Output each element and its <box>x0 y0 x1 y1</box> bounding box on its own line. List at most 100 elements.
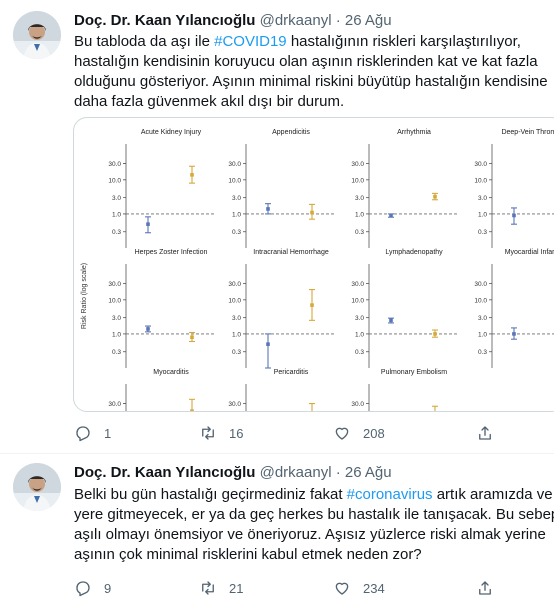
tick-label: 10.0 <box>108 297 121 304</box>
vaccine-point <box>389 213 393 218</box>
tick-label: 1.0 <box>355 211 364 218</box>
vaccine-point <box>266 207 270 211</box>
vaccine-point <box>512 332 516 336</box>
author-handle[interactable]: @drkaanyl <box>259 464 332 481</box>
infection-point <box>190 335 194 340</box>
tick-label: 3.0 <box>112 195 121 202</box>
hashtag-link[interactable]: #COVID19 <box>214 33 287 50</box>
tweet-divider <box>0 453 554 454</box>
tick-label: 30.0 <box>228 401 241 408</box>
share-button[interactable] <box>476 578 506 598</box>
tweet-date[interactable]: 26 Ağu <box>344 12 392 29</box>
avatar-image <box>13 463 61 511</box>
panel-title: Intracranial Hemorrhage <box>253 249 329 256</box>
panel-title: Deep-Vein Thrombosis <box>501 129 554 136</box>
text-segment: artık aramızda ve bir <box>436 486 553 503</box>
tick-label: 0.3 <box>355 349 364 356</box>
panel-title: Arrhythmia <box>397 129 431 136</box>
panel-title: Acute Kidney Injury <box>141 129 202 136</box>
retweet-count: 21 <box>229 580 244 596</box>
text-line: hastalığın kendisinin koruyucu olan aşın… <box>74 53 538 70</box>
share-button[interactable] <box>476 423 506 443</box>
tick-label: 0.3 <box>232 349 241 356</box>
like-count: 234 <box>363 580 385 596</box>
tick-label: 30.0 <box>351 401 364 408</box>
tweet-text: Belki bu gün hastalığı geçirmediniz faka… <box>74 485 554 565</box>
tick-label: 10.0 <box>474 297 487 304</box>
avatar-image <box>13 11 61 59</box>
retweet-icon <box>202 426 214 440</box>
tick-label: 3.0 <box>478 315 487 322</box>
tick-label: 0.3 <box>478 229 487 236</box>
panel-title: Pulmonary Embolism <box>381 369 447 376</box>
author-name[interactable]: Doç. Dr. Kaan Yılancıoğlu <box>74 12 256 29</box>
share-icon <box>479 426 491 440</box>
tick-label: 30.0 <box>228 281 241 288</box>
retweet-count: 16 <box>229 425 244 441</box>
retweet-button[interactable]: 21 <box>199 578 243 598</box>
heart-icon <box>335 582 349 595</box>
vaccine-point <box>266 342 270 346</box>
tick-label: 10.0 <box>228 297 241 304</box>
text-line: aşılı olmayı önemsiyor ve öneriyoruz. Aş… <box>74 526 546 543</box>
text-line: daha fazla güvenmek akıl dışı bir durum. <box>74 93 345 110</box>
tick-label: 1.0 <box>112 211 121 218</box>
tick-label: 30.0 <box>351 161 364 168</box>
risk-ratio-figure: Risk Ratio (log scale) Acute Kidney Injur… <box>81 129 554 411</box>
tick-label: 3.0 <box>232 315 241 322</box>
author-handle[interactable]: @drkaanyl <box>259 12 332 29</box>
infection-point <box>433 194 437 199</box>
tick-label: 10.0 <box>228 177 241 184</box>
panel-title: Lymphadenopathy <box>385 249 443 256</box>
tick-label: 3.0 <box>232 195 241 202</box>
text-line: aşının çok minimal risklerini kabul etme… <box>74 546 422 563</box>
like-button[interactable]: 234 <box>333 578 385 598</box>
avatar[interactable] <box>13 463 61 511</box>
panel-title: Pericarditis <box>274 369 309 376</box>
tick-label: 0.3 <box>478 349 487 356</box>
reply-count: 1 <box>104 425 112 441</box>
tick-label: 3.0 <box>355 315 364 322</box>
tick-label: 10.0 <box>351 297 364 304</box>
retweet-icon <box>202 581 214 595</box>
text-line: olduğunu gösteriyor. Aşının minimal risk… <box>74 73 548 90</box>
tick-label: 0.3 <box>232 229 241 236</box>
panel-title: Myocardial Infarction <box>505 249 554 256</box>
tick-label: 10.0 <box>351 177 364 184</box>
panel-title: Myocarditis <box>153 369 189 376</box>
author-name[interactable]: Doç. Dr. Kaan Yılancıoğlu <box>74 464 256 481</box>
share-icon <box>479 581 491 595</box>
heart-icon <box>335 427 349 440</box>
vaccine-point <box>512 213 516 218</box>
reply-icon <box>76 581 90 597</box>
tweet-date[interactable]: 26 Ağu <box>344 464 392 481</box>
text-segment: hastalığının riskleri karşılaştırılıyor, <box>286 33 521 50</box>
tick-label: 30.0 <box>228 161 241 168</box>
avatar[interactable] <box>13 11 61 59</box>
tick-label: 10.0 <box>474 177 487 184</box>
tick-label: 3.0 <box>112 315 121 322</box>
reply-button[interactable]: 1 <box>74 423 111 443</box>
panel-title: Appendicitis <box>272 129 310 136</box>
hashtag-link[interactable]: #coronavirus <box>346 486 433 503</box>
infection-point <box>190 409 194 411</box>
infection-point <box>190 173 194 177</box>
tick-label: 3.0 <box>478 195 487 202</box>
tick-label: 0.3 <box>355 229 364 236</box>
reply-button[interactable]: 9 <box>74 578 111 598</box>
tick-label: 1.0 <box>478 211 487 218</box>
infection-point <box>310 303 314 307</box>
vaccine-point <box>389 318 393 323</box>
tick-label: 1.0 <box>355 331 364 338</box>
tick-label: 30.0 <box>108 401 121 408</box>
tick-label: 30.0 <box>108 281 121 288</box>
text-segment: Belki bu gün hastalığı geçirmediniz faka… <box>74 486 347 503</box>
text-segment: Bu tabloda da aşı ile <box>74 33 215 50</box>
reply-count: 9 <box>104 580 112 596</box>
tweet-image[interactable]: Risk Ratio (log scale) Acute Kidney Injur… <box>73 117 554 412</box>
tick-label: 1.0 <box>112 331 121 338</box>
like-count: 208 <box>363 425 385 441</box>
tick-label: 10.0 <box>108 177 121 184</box>
retweet-button[interactable]: 16 <box>199 423 243 443</box>
like-button[interactable]: 208 <box>333 423 385 443</box>
